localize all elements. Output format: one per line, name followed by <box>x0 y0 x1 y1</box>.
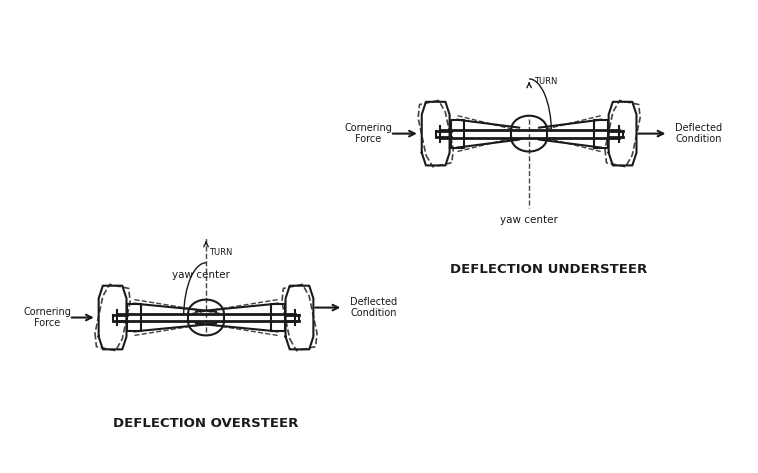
Text: DEFLECTION UNDERSTEER: DEFLECTION UNDERSTEER <box>450 263 647 276</box>
Text: TURN: TURN <box>209 248 233 257</box>
Text: Cornering
Force: Cornering Force <box>344 123 392 144</box>
Text: Deflected
Condition: Deflected Condition <box>675 123 722 144</box>
Text: Deflected
Condition: Deflected Condition <box>350 297 397 318</box>
Text: Cornering
Force: Cornering Force <box>23 307 71 328</box>
Text: yaw center: yaw center <box>500 215 558 225</box>
Text: yaw center: yaw center <box>172 270 230 280</box>
Text: DEFLECTION OVERSTEER: DEFLECTION OVERSTEER <box>114 417 299 430</box>
Text: TURN: TURN <box>534 78 557 87</box>
